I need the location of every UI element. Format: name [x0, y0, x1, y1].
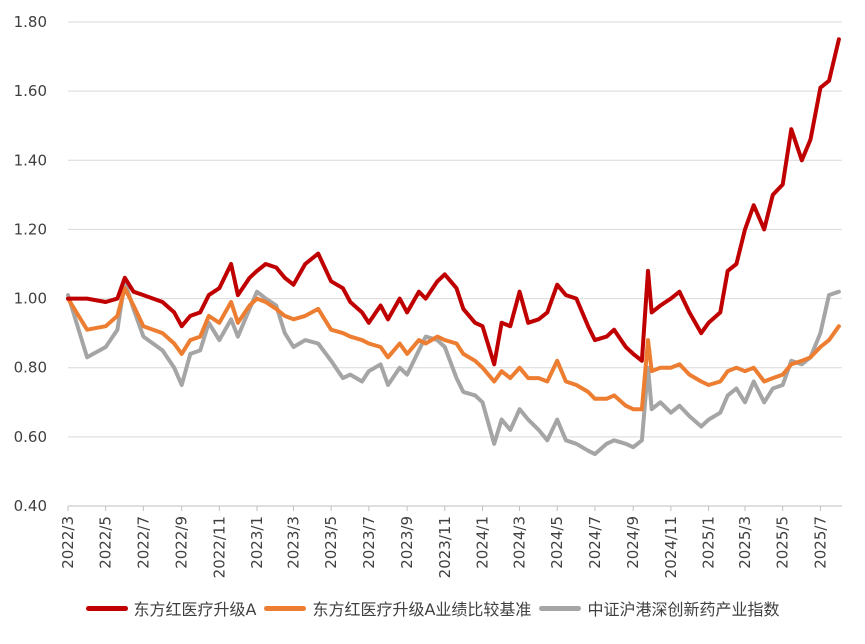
- y-tick-label: 1.00: [14, 290, 47, 308]
- x-tick-label: 2024/3: [511, 516, 529, 569]
- y-tick-label: 1.20: [14, 220, 47, 238]
- y-tick-label: 1.60: [14, 82, 47, 100]
- x-axis: 2022/3 2022/5 2022/7 2022/9 2022/11 2023/1 202…: [59, 505, 842, 578]
- x-tick-label: 2022/9: [173, 516, 191, 569]
- x-tick-label: 2023/5: [322, 516, 340, 569]
- x-tick-label: 2023/11: [436, 516, 454, 578]
- y-tick-label: 0.60: [14, 428, 47, 446]
- x-tick-label: 2025/5: [774, 516, 792, 569]
- x-tick-label: 2024/7: [586, 516, 604, 569]
- x-tick-label: 2022/11: [210, 516, 228, 578]
- gridlines: [68, 21, 842, 438]
- x-tick-label: 2022/7: [134, 516, 152, 569]
- x-tick-label: 2024/11: [662, 516, 680, 578]
- legend: 东方红医疗升级A 东方红医疗升级A业绩比较基准 中证沪港深创新药产业指数: [0, 596, 865, 620]
- legend-label-benchmark: 东方红医疗升级A业绩比较基准: [312, 600, 532, 619]
- x-tick-label: 2025/7: [811, 516, 829, 569]
- legend-swatch-index: [539, 605, 582, 611]
- y-tick-label: 1.40: [14, 151, 47, 169]
- series-line-0: [66, 37, 841, 367]
- x-tick-label: 2022/3: [59, 516, 77, 569]
- legend-swatch-benchmark: [264, 605, 307, 611]
- x-tick-label: 2025/1: [700, 516, 718, 569]
- x-tick-label: 2024/9: [624, 516, 642, 569]
- legend-swatch-fund: [85, 605, 128, 611]
- series-lines: [66, 37, 841, 457]
- legend-item-fund: 东方红医疗升级A: [85, 596, 257, 620]
- x-tick-label: 2023/9: [398, 516, 416, 569]
- y-tick-label: 0.40: [14, 497, 47, 515]
- legend-label-fund: 东方红医疗升级A: [133, 600, 257, 619]
- series-line-2: [66, 279, 841, 457]
- legend-label-index: 中证沪港深创新药产业指数: [587, 600, 780, 619]
- y-tick-label: 1.80: [14, 13, 47, 31]
- x-tick-label: 2024/1: [473, 516, 491, 569]
- y-tick-label: 0.80: [14, 359, 47, 377]
- y-axis: 0.40 0.60 0.80 1.00 1.20 1.40 1.60 1.80: [14, 13, 47, 515]
- x-tick-label: 2024/5: [548, 516, 566, 569]
- line-chart: 0.400.600.801.001.201.401.601.80 2022/3 2…: [14, 13, 842, 578]
- x-tick-label: 2025/3: [736, 516, 754, 569]
- legend-item-index: 中证沪港深创新药产业指数: [539, 596, 779, 620]
- x-tick-label: 2023/3: [284, 516, 302, 569]
- series-line-1: [66, 286, 841, 412]
- x-tick-label: 2022/5: [97, 516, 115, 569]
- x-tick-label: 2023/7: [360, 516, 378, 569]
- x-tick-label: 2023/1: [248, 516, 266, 569]
- legend-item-benchmark: 东方红医疗升级A业绩比较基准: [264, 596, 531, 620]
